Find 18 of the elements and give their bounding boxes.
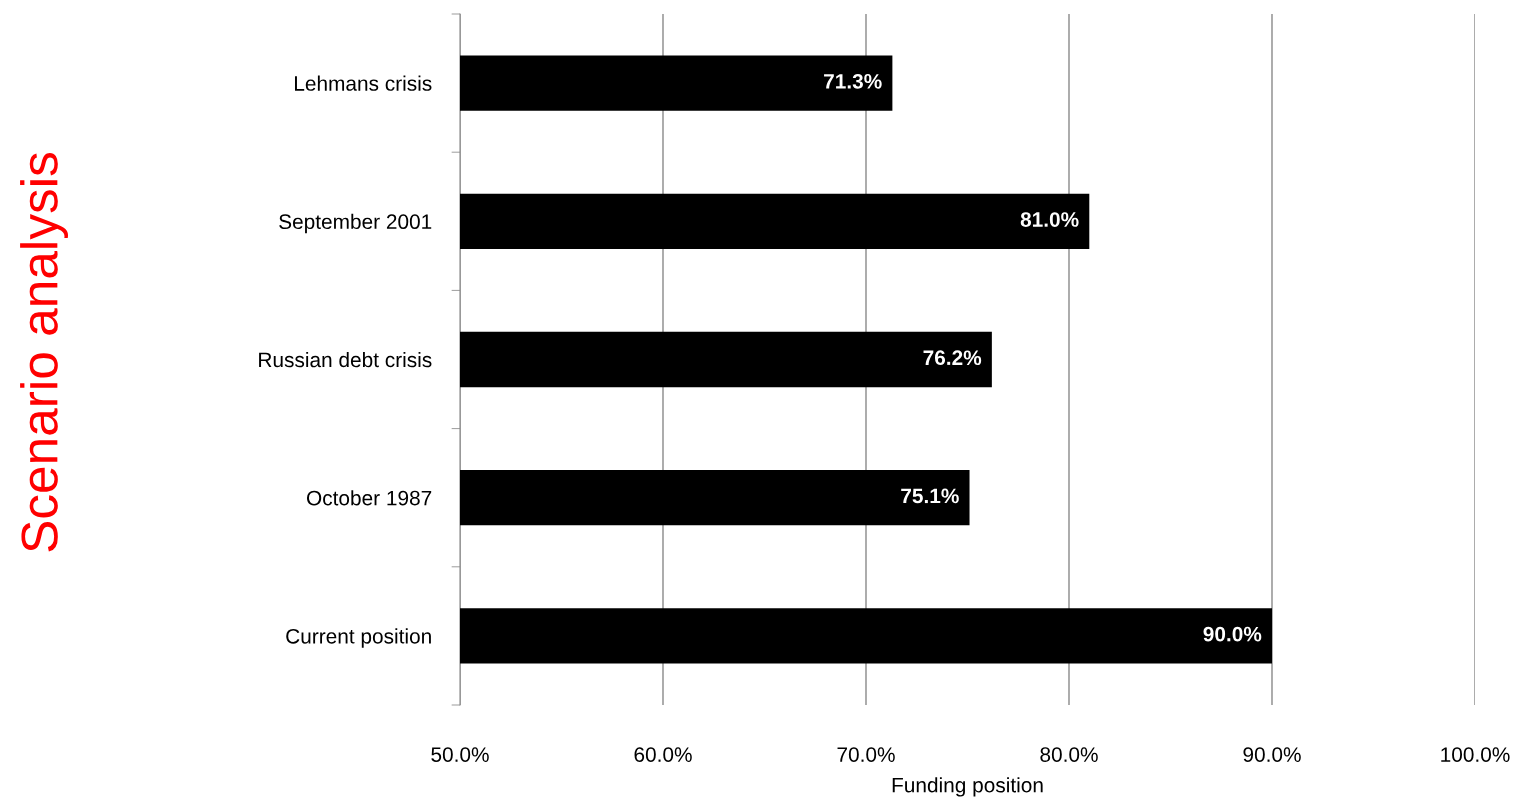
y-axis-title: Scenario analysis [20,153,68,552]
x-axis-title: Funding position [892,777,1043,797]
data-label: 71.3% [824,73,882,89]
x-tick-label: 90.0% [1243,747,1301,762]
x-tick-label: 70.0% [837,747,895,762]
data-label: 76.2% [923,350,982,366]
data-label: 81.0% [1020,212,1079,227]
x-tick-label: 60.0% [634,747,692,762]
y-tick-label: Russian debt crisis [259,351,432,368]
data-label: 90.0% [1203,626,1262,642]
data-label: 75.1% [901,488,959,504]
y-tick-label: Lehmans crisis [295,75,432,91]
y-tick-label: September 2001 [279,213,432,234]
y-tick-label: Current position [286,628,431,648]
x-tick-label: 50.0% [431,747,489,762]
y-tick-label: October 1987 [306,490,432,506]
x-tick-label: 80.0% [1040,747,1098,762]
x-tick-label: 100.0% [1441,747,1510,762]
